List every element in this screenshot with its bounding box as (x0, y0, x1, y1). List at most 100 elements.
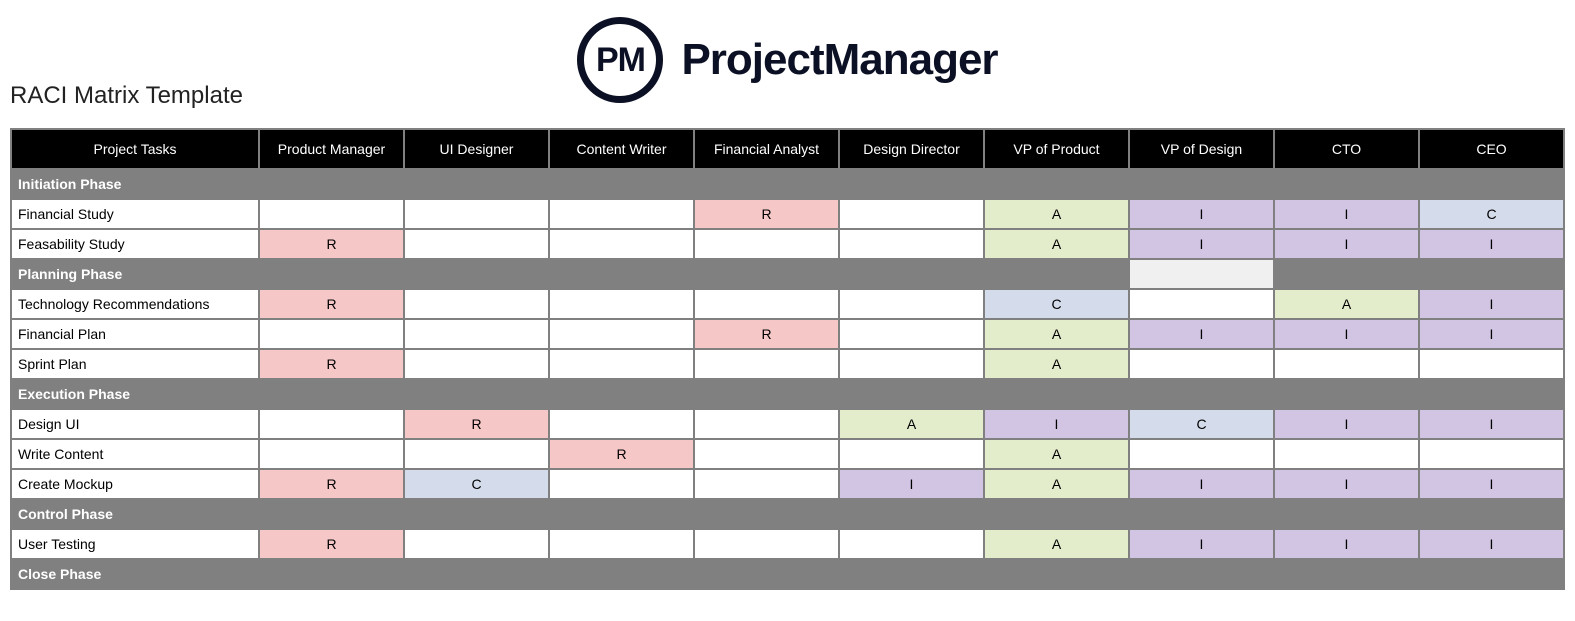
phase-empty-cell (404, 379, 549, 409)
raci-cell (839, 439, 984, 469)
phase-empty-cell (984, 379, 1129, 409)
table-body: Initiation PhaseFinancial StudyRAIICFeas… (11, 169, 1564, 589)
phase-empty-cell (1129, 499, 1274, 529)
phase-empty-cell (549, 169, 694, 199)
brand-logo: PM ProjectManager (577, 17, 997, 103)
raci-cell (839, 349, 984, 379)
phase-empty-cell (404, 169, 549, 199)
phase-empty-cell (839, 499, 984, 529)
column-header-role: Content Writer (549, 129, 694, 169)
raci-cell (839, 319, 984, 349)
phase-empty-cell (1129, 169, 1274, 199)
raci-cell: I (1419, 469, 1564, 499)
phase-label: Control Phase (11, 499, 259, 529)
raci-cell (694, 439, 839, 469)
raci-cell (259, 319, 404, 349)
task-row: User TestingRAIII (11, 529, 1564, 559)
raci-cell (839, 529, 984, 559)
task-label: Financial Plan (11, 319, 259, 349)
raci-cell: I (1274, 409, 1419, 439)
raci-cell (839, 199, 984, 229)
phase-empty-cell (259, 259, 404, 289)
phase-empty-cell (984, 559, 1129, 589)
raci-cell (839, 229, 984, 259)
phase-empty-cell (694, 379, 839, 409)
phase-empty-cell (259, 499, 404, 529)
phase-empty-cell (1129, 559, 1274, 589)
phase-empty-cell (404, 259, 549, 289)
raci-cell (549, 319, 694, 349)
task-label: Technology Recommendations (11, 289, 259, 319)
raci-cell (1129, 439, 1274, 469)
phase-empty-cell (839, 259, 984, 289)
phase-empty-cell (549, 559, 694, 589)
raci-cell (1129, 349, 1274, 379)
header: PM ProjectManager RACI Matrix Template (0, 0, 1575, 110)
column-header-role: CTO (1274, 129, 1419, 169)
raci-cell (839, 289, 984, 319)
raci-cell: I (1129, 529, 1274, 559)
task-row: Financial PlanRAIII (11, 319, 1564, 349)
raci-cell: I (1274, 319, 1419, 349)
raci-cell (1129, 289, 1274, 319)
raci-cell (549, 229, 694, 259)
phase-empty-cell (1419, 499, 1564, 529)
raci-cell: A (1274, 289, 1419, 319)
phase-empty-cell (984, 259, 1129, 289)
raci-cell: I (1274, 199, 1419, 229)
phase-empty-cell (1274, 499, 1419, 529)
column-header-role: Design Director (839, 129, 984, 169)
raci-cell (549, 529, 694, 559)
raci-cell (549, 409, 694, 439)
phase-label: Initiation Phase (11, 169, 259, 199)
raci-cell: I (1129, 199, 1274, 229)
page-title: RACI Matrix Template (10, 82, 243, 110)
phase-empty-cell (549, 379, 694, 409)
raci-cell: R (259, 529, 404, 559)
phase-empty-cell (259, 169, 404, 199)
phase-empty-cell (694, 259, 839, 289)
raci-cell: A (984, 349, 1129, 379)
raci-cell (549, 199, 694, 229)
raci-cell: I (1419, 289, 1564, 319)
raci-cell (694, 349, 839, 379)
task-row: Financial StudyRAIIC (11, 199, 1564, 229)
raci-cell (1274, 439, 1419, 469)
raci-cell: A (984, 199, 1129, 229)
phase-empty-cell (1274, 379, 1419, 409)
phase-empty-cell (984, 499, 1129, 529)
phase-empty-cell (839, 559, 984, 589)
task-row: Sprint PlanRA (11, 349, 1564, 379)
task-row: Design UIRAICII (11, 409, 1564, 439)
raci-cell: R (694, 319, 839, 349)
phase-empty-cell (694, 499, 839, 529)
raci-cell (549, 289, 694, 319)
raci-cell (404, 439, 549, 469)
raci-cell: I (1419, 529, 1564, 559)
raci-cell: A (984, 439, 1129, 469)
phase-label: Close Phase (11, 559, 259, 589)
brand-name: ProjectManager (681, 35, 997, 85)
task-label: Create Mockup (11, 469, 259, 499)
logo-letters: PM (596, 41, 645, 80)
raci-cell: A (984, 319, 1129, 349)
phase-row: Planning Phase (11, 259, 1564, 289)
raci-cell: C (1129, 409, 1274, 439)
phase-empty-cell (1419, 169, 1564, 199)
column-header-role: CEO (1419, 129, 1564, 169)
phase-empty-cell (1419, 379, 1564, 409)
phase-label: Planning Phase (11, 259, 259, 289)
column-header-role: Financial Analyst (694, 129, 839, 169)
raci-cell: C (1419, 199, 1564, 229)
raci-cell (259, 439, 404, 469)
pm-logo-icon: PM (577, 17, 663, 103)
phase-empty-cell (404, 559, 549, 589)
column-header-role: VP of Product (984, 129, 1129, 169)
phase-empty-cell (1419, 259, 1564, 289)
raci-cell (259, 199, 404, 229)
task-row: Write ContentRA (11, 439, 1564, 469)
raci-cell (404, 289, 549, 319)
column-header-role: VP of Design (1129, 129, 1274, 169)
raci-cell (404, 319, 549, 349)
phase-empty-cell (1274, 169, 1419, 199)
